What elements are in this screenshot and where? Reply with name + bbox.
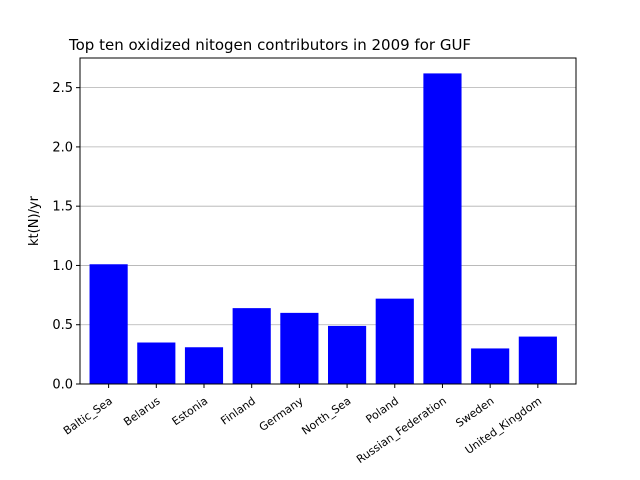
- x-axis: Baltic_Sea Belarus Estonia FinlandGermanyNo…: [61, 384, 544, 466]
- x-tick-label: Finland: [218, 394, 258, 427]
- plot-frame: [79, 57, 577, 385]
- bar: [518, 336, 557, 384]
- bar: [328, 325, 367, 384]
- y-tick-label: 0.5: [52, 318, 73, 333]
- bar: [137, 342, 176, 384]
- bar: [184, 347, 224, 384]
- y-tick-label: 2.0: [52, 140, 73, 155]
- x-tick-label: Russian_Federation: [354, 394, 449, 466]
- x-tick-label: Sweden: [453, 394, 496, 430]
- y-tick-label: 2.5: [52, 81, 73, 96]
- y-axis-label: kt(N)/yr: [27, 195, 42, 246]
- y-tick-label: 1.5: [52, 200, 73, 215]
- x-tick-label: North_Sea: [299, 394, 353, 437]
- x-tick-label: Belarus: [121, 394, 163, 429]
- bar: [375, 298, 414, 384]
- bars: [89, 73, 557, 384]
- y-axis: 0.0 0.5 1.0 1.5 2.0 2.5: [52, 81, 80, 393]
- x-tick-label: Estonia: [170, 394, 211, 428]
- y-tick-label: 0.0: [52, 378, 73, 393]
- y-tick-label: 1.0: [52, 259, 73, 274]
- bar: [89, 264, 128, 384]
- bar: [423, 73, 462, 384]
- bar: [280, 312, 319, 384]
- bar: [232, 308, 271, 384]
- x-tick-label: Germany: [257, 394, 306, 434]
- bar: [471, 348, 510, 384]
- x-tick-label: Poland: [364, 394, 402, 426]
- chart-title: Top ten oxidized nitogen contributors in…: [68, 36, 471, 54]
- x-tick-label: Baltic_Sea: [61, 394, 115, 437]
